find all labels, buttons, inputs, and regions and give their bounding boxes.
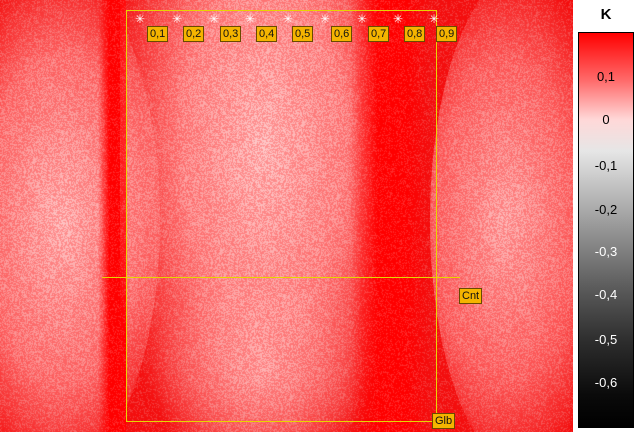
color-scale-title: K bbox=[600, 6, 612, 23]
marker-label-3[interactable]: 0,3 bbox=[220, 26, 242, 42]
marker-label-4[interactable]: 0,4 bbox=[256, 26, 278, 42]
noise-texture bbox=[0, 0, 573, 432]
color-scale-tick-label: -0,3 bbox=[594, 244, 618, 259]
color-scale-tick-label: -0,1 bbox=[594, 158, 618, 173]
marker-star-icon[interactable]: ✳ bbox=[356, 12, 368, 26]
marker-star-icon[interactable]: ✳ bbox=[282, 12, 294, 26]
global-rect-bottom bbox=[126, 421, 437, 422]
marker-label-5[interactable]: 0,5 bbox=[292, 26, 314, 42]
color-scale-tick-label: -0,2 bbox=[594, 202, 618, 217]
marker-star-icon[interactable]: ✳ bbox=[244, 12, 256, 26]
color-scale-tick-label: 0 bbox=[602, 112, 610, 127]
marker-star-icon[interactable]: ✳ bbox=[392, 12, 404, 26]
color-scale-tick-label: -0,5 bbox=[594, 332, 618, 347]
color-scale-panel: K 0,1 0 -0,1 -0,2 -0,3 -0,4 -0,5 -0,6 bbox=[575, 0, 637, 432]
curvature-map-view[interactable]: Cnt Glb ✳ 0,1 ✳ 0,2 ✳ 0,3 ✳ 0,4 ✳ 0,5 ✳ 0,6 ✳ 0,7 ✳ 0,8… bbox=[0, 0, 573, 432]
marker-star-icon[interactable]: ✳ bbox=[134, 12, 146, 26]
marker-label-9[interactable]: 0,9 bbox=[436, 26, 458, 42]
global-label[interactable]: Glb bbox=[432, 413, 456, 429]
color-scale-tick-label: 0,1 bbox=[596, 69, 616, 84]
marker-label-8[interactable]: 0,8 bbox=[404, 26, 426, 42]
marker-star-icon[interactable]: ✳ bbox=[428, 12, 440, 26]
center-line[interactable] bbox=[102, 277, 460, 278]
marker-label-1[interactable]: 0,1 bbox=[147, 26, 169, 42]
marker-label-7[interactable]: 0,7 bbox=[368, 26, 390, 42]
global-rect-top bbox=[126, 10, 437, 11]
marker-label-2[interactable]: 0,2 bbox=[183, 26, 205, 42]
marker-label-6[interactable]: 0,6 bbox=[331, 26, 353, 42]
marker-star-icon[interactable]: ✳ bbox=[171, 12, 183, 26]
marker-star-icon[interactable]: ✳ bbox=[319, 12, 331, 26]
color-scale-bar bbox=[578, 32, 634, 428]
center-label[interactable]: Cnt bbox=[459, 288, 483, 304]
global-rect-right bbox=[436, 10, 437, 422]
color-scale-tick-label: -0,6 bbox=[594, 375, 618, 390]
color-scale-tick-label: -0,4 bbox=[594, 287, 618, 302]
marker-star-icon[interactable]: ✳ bbox=[208, 12, 220, 26]
global-rect-left bbox=[126, 10, 127, 422]
